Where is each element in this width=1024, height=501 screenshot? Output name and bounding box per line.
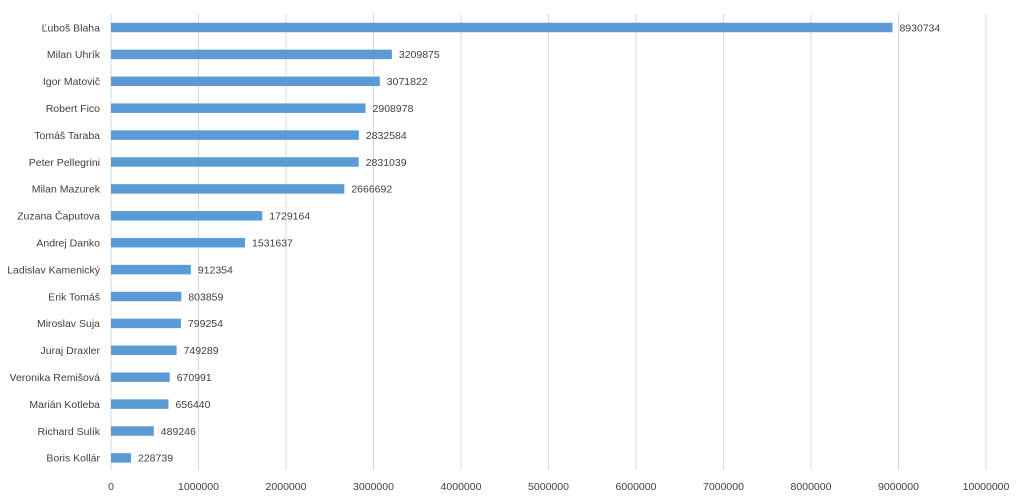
x-tick-label: 7000000	[703, 481, 744, 493]
bar	[111, 453, 132, 463]
bar	[111, 426, 154, 436]
data-label: 2666692	[351, 184, 392, 196]
bar	[111, 49, 392, 60]
category-label: Ľuboš Blaha	[42, 22, 101, 34]
category-label: Ladislav Kamenický	[7, 264, 101, 276]
category-label: Peter Pellegrini	[29, 157, 100, 169]
bar	[111, 237, 246, 248]
data-labels: 8930734 3209875 3071822 2908978 2832584 28310…	[138, 22, 940, 464]
data-label: 3071822	[387, 76, 428, 88]
bar	[111, 399, 169, 409]
data-label: 228739	[138, 453, 173, 465]
bar	[111, 291, 182, 302]
x-tick-label: 3000000	[353, 481, 394, 493]
category-label: Veronika Remišová	[10, 372, 101, 384]
x-tick-label: 0	[108, 481, 114, 493]
bar	[111, 130, 359, 140]
category-label: Miroslav Suja	[37, 318, 100, 330]
data-label: 1531637	[252, 238, 293, 250]
bar	[111, 103, 366, 113]
data-label: 2832584	[366, 130, 407, 142]
x-axis-tick-labels: 0 1000000 2000000 3000000 4000000 5000000 6000…	[108, 481, 1009, 493]
x-tick-label: 10000000	[963, 481, 1010, 493]
data-label: 912354	[198, 264, 233, 276]
category-labels: Ľuboš Blaha Milan Uhrík Igor Matovič Robert…	[7, 22, 101, 464]
category-label: Robert Fico	[46, 103, 100, 115]
x-tick-label: 6000000	[616, 481, 657, 493]
data-label: 749289	[184, 345, 219, 357]
data-label: 670991	[177, 372, 212, 384]
data-label: 1729164	[269, 211, 310, 223]
data-label: 489246	[161, 426, 196, 438]
data-label: 803859	[188, 291, 223, 303]
category-label: Milan Mazurek	[32, 184, 101, 196]
bar	[111, 318, 181, 329]
x-tick-label: 8000000	[791, 481, 832, 493]
category-label: Erik Tomáš	[48, 291, 100, 303]
bar	[111, 22, 893, 33]
x-tick-label: 9000000	[878, 481, 919, 493]
category-label: Marián Kotleba	[29, 399, 100, 411]
x-tick-label: 1000000	[178, 481, 219, 493]
data-label: 799254	[188, 318, 223, 330]
bar	[111, 157, 359, 167]
bars	[111, 22, 893, 463]
category-label: Tomáš Taraba	[34, 130, 100, 142]
gridlines	[110, 14, 987, 470]
data-label: 656440	[175, 399, 210, 411]
x-tick-label: 4000000	[441, 481, 482, 493]
category-label: Juraj Draxler	[40, 345, 100, 357]
bar	[111, 264, 191, 275]
bar	[111, 372, 170, 382]
data-label: 3209875	[399, 49, 440, 61]
data-label: 2908978	[373, 103, 414, 115]
x-tick-label: 5000000	[528, 481, 569, 493]
category-label: Richard Sulík	[38, 426, 101, 438]
bar	[111, 76, 380, 87]
category-label: Igor Matovič	[43, 76, 100, 88]
data-label: 2831039	[366, 157, 407, 169]
category-label: Milan Uhrík	[47, 49, 101, 61]
bar	[111, 211, 263, 221]
category-label: Zuzana Čaputova	[17, 210, 100, 223]
category-label: Boris Kollár	[46, 453, 100, 465]
data-label: 8930734	[899, 22, 940, 34]
x-tick-label: 2000000	[266, 481, 307, 493]
category-label: Andrej Danko	[36, 238, 100, 250]
bar	[111, 345, 177, 356]
bar	[111, 184, 345, 194]
